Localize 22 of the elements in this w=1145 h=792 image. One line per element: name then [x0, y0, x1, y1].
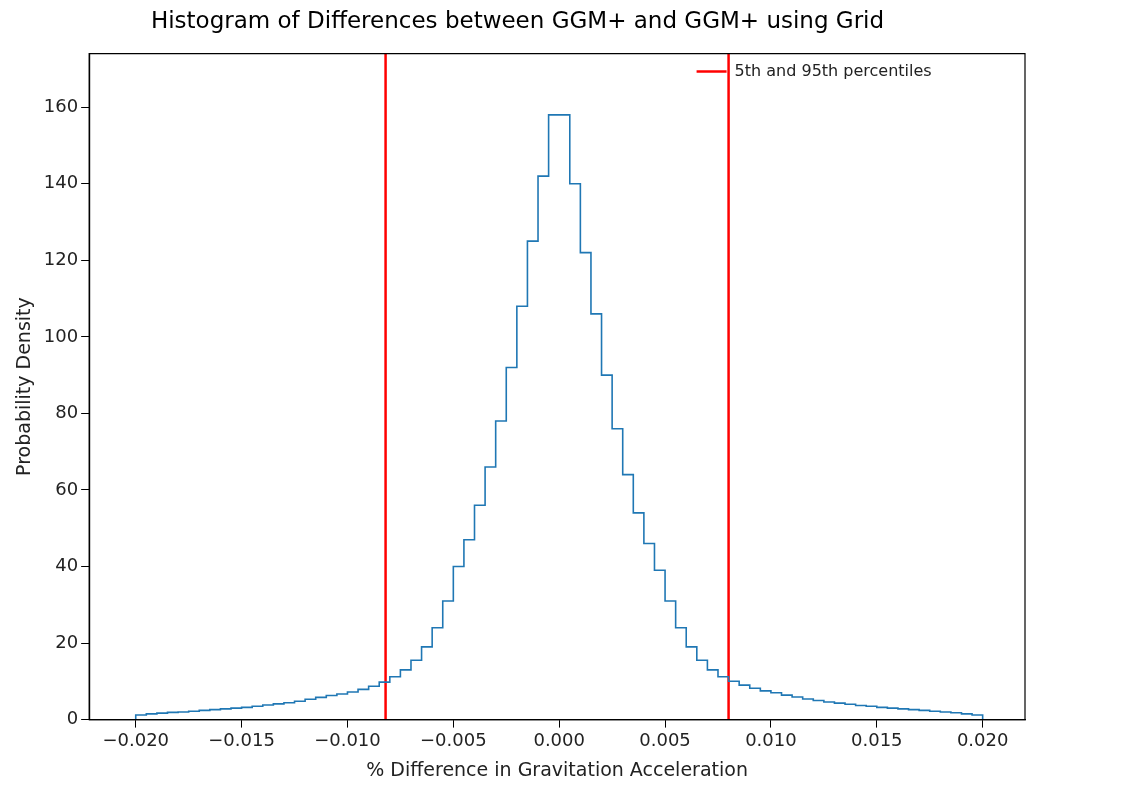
x-tick-label: −0.005	[420, 729, 487, 751]
x-axis-title: % Difference in Gravitation Acceleration	[366, 757, 748, 780]
y-tick-label: 60	[55, 477, 79, 499]
chart-title: Histogram of Differences between GGM+ and GGM+ using Grid	[150, 6, 885, 33]
y-tick-label: 100	[43, 324, 79, 346]
x-tick-label: 0.005	[639, 729, 691, 751]
y-tick-label: 80	[55, 401, 79, 423]
y-tick-label: 40	[55, 554, 79, 576]
ref-line-label: 5th and 95th percentiles	[734, 60, 932, 80]
y-tick-label: 0	[66, 707, 79, 729]
y-axis-title: Probability Density	[12, 297, 35, 476]
x-tick-label: 0.015	[851, 729, 903, 751]
y-tick-label: 120	[43, 247, 79, 269]
y-tick-label: 20	[55, 630, 79, 652]
x-tick-label: −0.015	[208, 729, 275, 751]
x-tick-label: −0.020	[102, 729, 170, 751]
x-tick-label: 0.000	[533, 729, 585, 751]
y-tick-label: 140	[43, 171, 79, 193]
y-tick-label: 160	[43, 94, 79, 116]
x-tick-label: 0.010	[745, 729, 797, 751]
x-tick-label: 0.020	[956, 729, 1009, 751]
x-tick-label: −0.010	[314, 729, 381, 751]
